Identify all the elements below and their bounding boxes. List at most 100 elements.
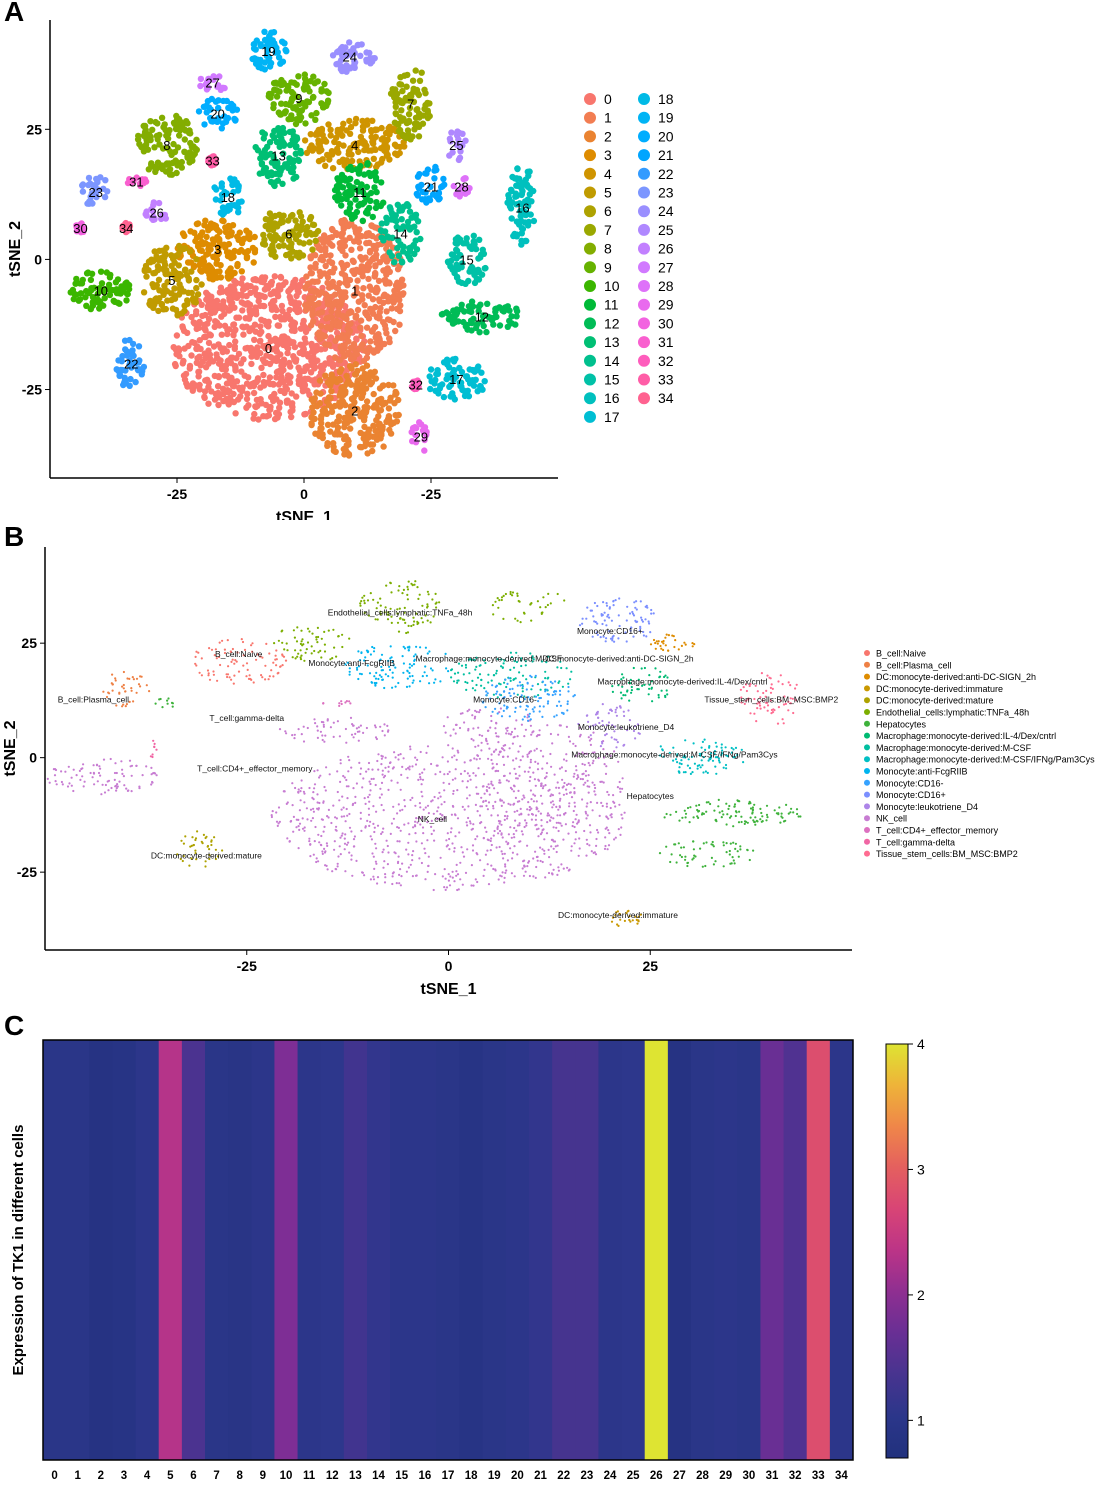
cluster-point bbox=[205, 339, 213, 347]
celltype-point bbox=[348, 812, 351, 816]
cluster-point bbox=[232, 366, 239, 373]
celltype-point bbox=[584, 774, 588, 777]
cluster-9 bbox=[265, 71, 332, 128]
cluster-label: 9 bbox=[295, 91, 302, 106]
x-tick-label: 0 bbox=[445, 958, 453, 974]
cluster-point bbox=[414, 120, 421, 128]
celltype-point bbox=[398, 585, 401, 588]
cluster-point bbox=[377, 305, 384, 312]
legend-marker bbox=[584, 111, 596, 124]
celltype-point bbox=[585, 838, 588, 841]
celltype-point bbox=[104, 783, 107, 787]
celltype-point bbox=[477, 767, 480, 770]
celltype-point bbox=[427, 855, 430, 858]
celltype-point bbox=[504, 863, 507, 866]
cluster-point bbox=[303, 306, 310, 313]
cluster-point bbox=[334, 145, 341, 153]
cluster-27 bbox=[197, 73, 228, 94]
cluster-point bbox=[314, 331, 321, 338]
celltype-point bbox=[528, 874, 532, 878]
cluster-point bbox=[413, 229, 420, 236]
celltype-point bbox=[325, 766, 328, 769]
cluster-point bbox=[379, 382, 386, 389]
celltype-point bbox=[303, 792, 306, 795]
celltype-point bbox=[621, 787, 624, 790]
celltype-point bbox=[562, 758, 566, 761]
celltype-point bbox=[474, 878, 477, 881]
celltype-point bbox=[426, 839, 429, 842]
celltype-point bbox=[446, 716, 449, 719]
cluster-point bbox=[426, 196, 433, 204]
x-tick-label: 0 bbox=[300, 486, 308, 502]
celltype-point bbox=[397, 860, 400, 863]
celltype-point bbox=[593, 751, 596, 754]
celltype-point bbox=[586, 814, 589, 817]
celltype-point bbox=[437, 797, 440, 800]
celltype-point bbox=[504, 871, 507, 874]
celltype-point bbox=[594, 853, 598, 856]
celltype-point bbox=[55, 783, 58, 786]
celltype-point bbox=[518, 600, 521, 603]
cluster-point bbox=[353, 391, 360, 398]
celltype-point bbox=[505, 869, 508, 872]
cluster-point bbox=[460, 175, 467, 183]
cluster-point bbox=[135, 343, 143, 350]
cluster-point bbox=[205, 227, 212, 234]
cluster-point bbox=[339, 342, 346, 350]
celltype-point bbox=[340, 815, 343, 818]
celltype-point bbox=[405, 631, 408, 635]
cluster-point bbox=[285, 236, 293, 244]
celltype-point bbox=[501, 836, 504, 839]
cluster-point bbox=[396, 321, 403, 328]
cluster-point bbox=[140, 289, 148, 296]
celltype-point bbox=[312, 853, 315, 856]
celltype-point bbox=[390, 591, 393, 594]
celltype-point bbox=[128, 759, 132, 762]
cluster-point bbox=[341, 272, 349, 279]
cluster-point bbox=[328, 388, 335, 395]
cluster-point bbox=[326, 356, 333, 363]
celltype-point bbox=[54, 780, 57, 783]
cluster-point bbox=[479, 313, 487, 320]
celltype-point bbox=[401, 808, 404, 811]
cluster-point bbox=[504, 303, 511, 310]
celltype-point bbox=[608, 630, 611, 633]
celltype-point bbox=[386, 613, 389, 616]
cluster-point bbox=[378, 179, 385, 186]
cluster-point bbox=[362, 193, 369, 200]
celltype-point bbox=[573, 805, 577, 808]
celltype-point bbox=[154, 772, 157, 775]
celltype-point bbox=[281, 641, 284, 644]
celltype-point bbox=[441, 756, 444, 759]
celltype-point bbox=[273, 642, 276, 645]
cluster-point bbox=[274, 293, 282, 300]
cluster-point bbox=[276, 211, 283, 218]
celltype-point bbox=[351, 723, 354, 726]
celltype-point bbox=[454, 768, 457, 771]
cluster-point bbox=[364, 160, 371, 167]
celltype-point bbox=[574, 818, 577, 821]
cluster-point bbox=[372, 204, 380, 212]
celltype-point bbox=[513, 767, 516, 770]
celltype-point bbox=[575, 769, 578, 772]
celltype-point bbox=[443, 789, 446, 792]
cluster-point bbox=[273, 348, 280, 355]
cluster-point bbox=[260, 277, 268, 284]
cluster-point bbox=[369, 441, 377, 448]
celltype-point bbox=[450, 827, 453, 830]
celltype-point bbox=[362, 731, 365, 734]
celltype-point bbox=[590, 850, 593, 853]
cluster-point bbox=[392, 110, 399, 117]
celltype-point bbox=[476, 810, 479, 813]
cluster-point bbox=[363, 240, 370, 247]
cluster-point bbox=[421, 424, 428, 432]
celltype-point bbox=[99, 767, 102, 770]
cluster-point bbox=[215, 401, 222, 409]
cluster-point bbox=[330, 440, 337, 447]
celltype-point bbox=[313, 840, 316, 843]
cluster-point bbox=[201, 321, 208, 328]
celltype-point bbox=[413, 583, 416, 586]
celltype-point bbox=[70, 776, 73, 779]
cluster-2 bbox=[308, 361, 402, 459]
cluster-point bbox=[355, 41, 362, 49]
